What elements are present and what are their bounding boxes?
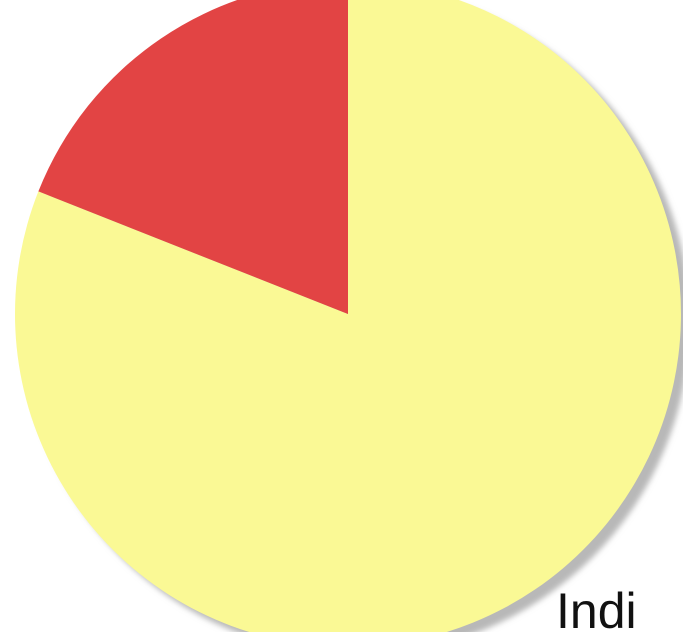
pie-label: Indi (556, 583, 637, 639)
pie-slices (15, 0, 681, 632)
pie-slice-1 (15, 0, 681, 632)
pie-slice-2 (38, 0, 348, 314)
